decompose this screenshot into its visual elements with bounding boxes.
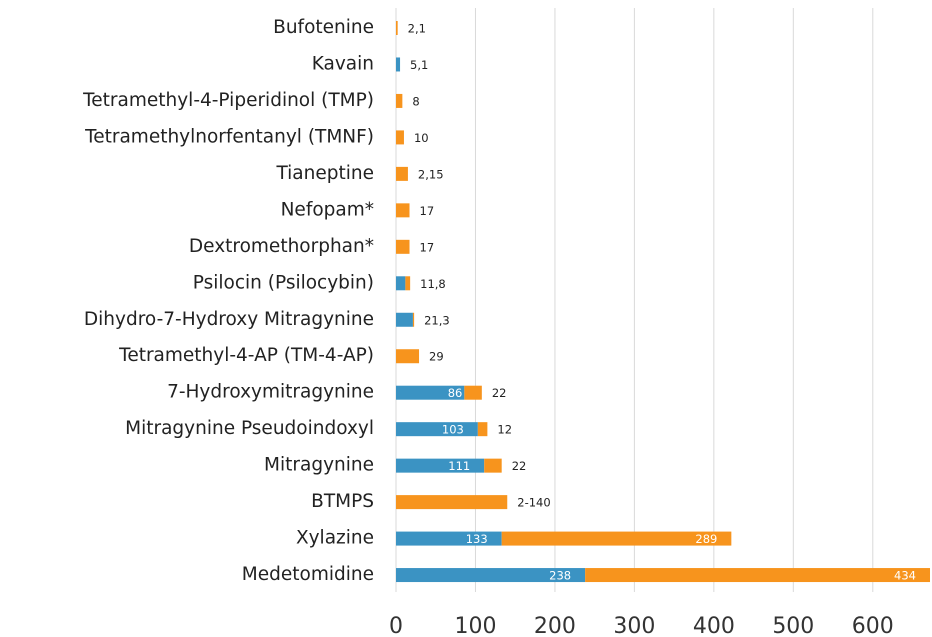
- category-label: Bufotenine: [273, 17, 374, 38]
- x-tick-label: 400: [693, 614, 735, 637]
- bar-segment: [412, 312, 415, 327]
- bar-segment: [396, 349, 420, 364]
- bar-segment: [396, 57, 401, 72]
- bar-segment: [396, 203, 410, 218]
- value-label: 29: [429, 350, 444, 364]
- bar-segment: [501, 531, 732, 546]
- category-label: Tetramethyl-4-Piperidinol (TMP): [82, 90, 374, 111]
- value-label: 238: [549, 569, 571, 583]
- category-label: Tetramethylnorfentanyl (TMNF): [84, 126, 374, 147]
- value-label: 434: [894, 569, 916, 583]
- x-tick-label: 0: [389, 614, 403, 637]
- bar-segment: [396, 568, 586, 583]
- x-tick-label: 500: [772, 614, 814, 637]
- value-label: 8: [412, 94, 419, 108]
- category-label: Dihydro-7-Hydroxy Mitragynine: [84, 309, 374, 330]
- value-label: 103: [442, 423, 464, 437]
- bar-segment: [396, 239, 410, 254]
- category-label: Mitragynine Pseudoindoxyl: [125, 418, 374, 439]
- value-label: 133: [466, 532, 488, 546]
- category-label: Xylazine: [296, 528, 374, 549]
- bar-segment: [396, 93, 403, 108]
- bar-segment: [405, 276, 411, 291]
- value-label: 12: [497, 423, 512, 437]
- value-label: 111: [448, 459, 470, 473]
- value-label: 2-140: [517, 496, 550, 510]
- value-label: 86: [448, 386, 463, 400]
- value-label: 22: [492, 386, 507, 400]
- category-label: Mitragynine: [264, 455, 374, 476]
- x-tick-label: 600: [852, 614, 894, 637]
- value-label: 17: [420, 204, 435, 218]
- value-label: 2,1: [408, 22, 426, 36]
- value-label: 10: [414, 131, 429, 145]
- x-tick-label: 200: [534, 614, 576, 637]
- category-label: BTMPS: [311, 491, 374, 512]
- bar-segment: [396, 130, 404, 145]
- bar-segment: [464, 385, 482, 400]
- bar-segment: [396, 21, 398, 35]
- x-tick-label: 300: [613, 614, 655, 637]
- bar-segment: [585, 568, 930, 583]
- category-label: 7-Hydroxymitragynine: [167, 382, 374, 403]
- bar-segment: [396, 458, 485, 473]
- value-label: 21,3: [424, 313, 450, 327]
- bar-segment: [484, 458, 502, 473]
- value-label: 2,15: [418, 167, 444, 181]
- category-label: Medetomidine: [242, 564, 374, 585]
- value-label: 11,8: [420, 277, 446, 291]
- category-label: Psilocin (Psilocybin): [193, 272, 374, 293]
- value-label: 289: [695, 532, 717, 546]
- value-label: 17: [420, 240, 435, 254]
- category-label: Tianeptine: [275, 163, 374, 184]
- category-label: Dextromethorphan*: [189, 236, 374, 257]
- category-label: Kavain: [312, 53, 374, 74]
- bar-segment: [396, 495, 508, 510]
- bar-segment: [396, 422, 478, 437]
- category-label: Tetramethyl-4-AP (TM-4-AP): [118, 345, 374, 366]
- bar-segment: [396, 531, 502, 546]
- bar-segment: [396, 166, 408, 181]
- x-tick-label: 100: [454, 614, 496, 637]
- category-label: Nefopam*: [281, 199, 374, 220]
- bar-segment: [477, 422, 488, 437]
- bar-segment: [396, 385, 465, 400]
- value-label: 5,1: [410, 58, 428, 72]
- bar-segment: [396, 312, 413, 327]
- value-label: 22: [512, 459, 527, 473]
- bar-segment: [396, 276, 406, 291]
